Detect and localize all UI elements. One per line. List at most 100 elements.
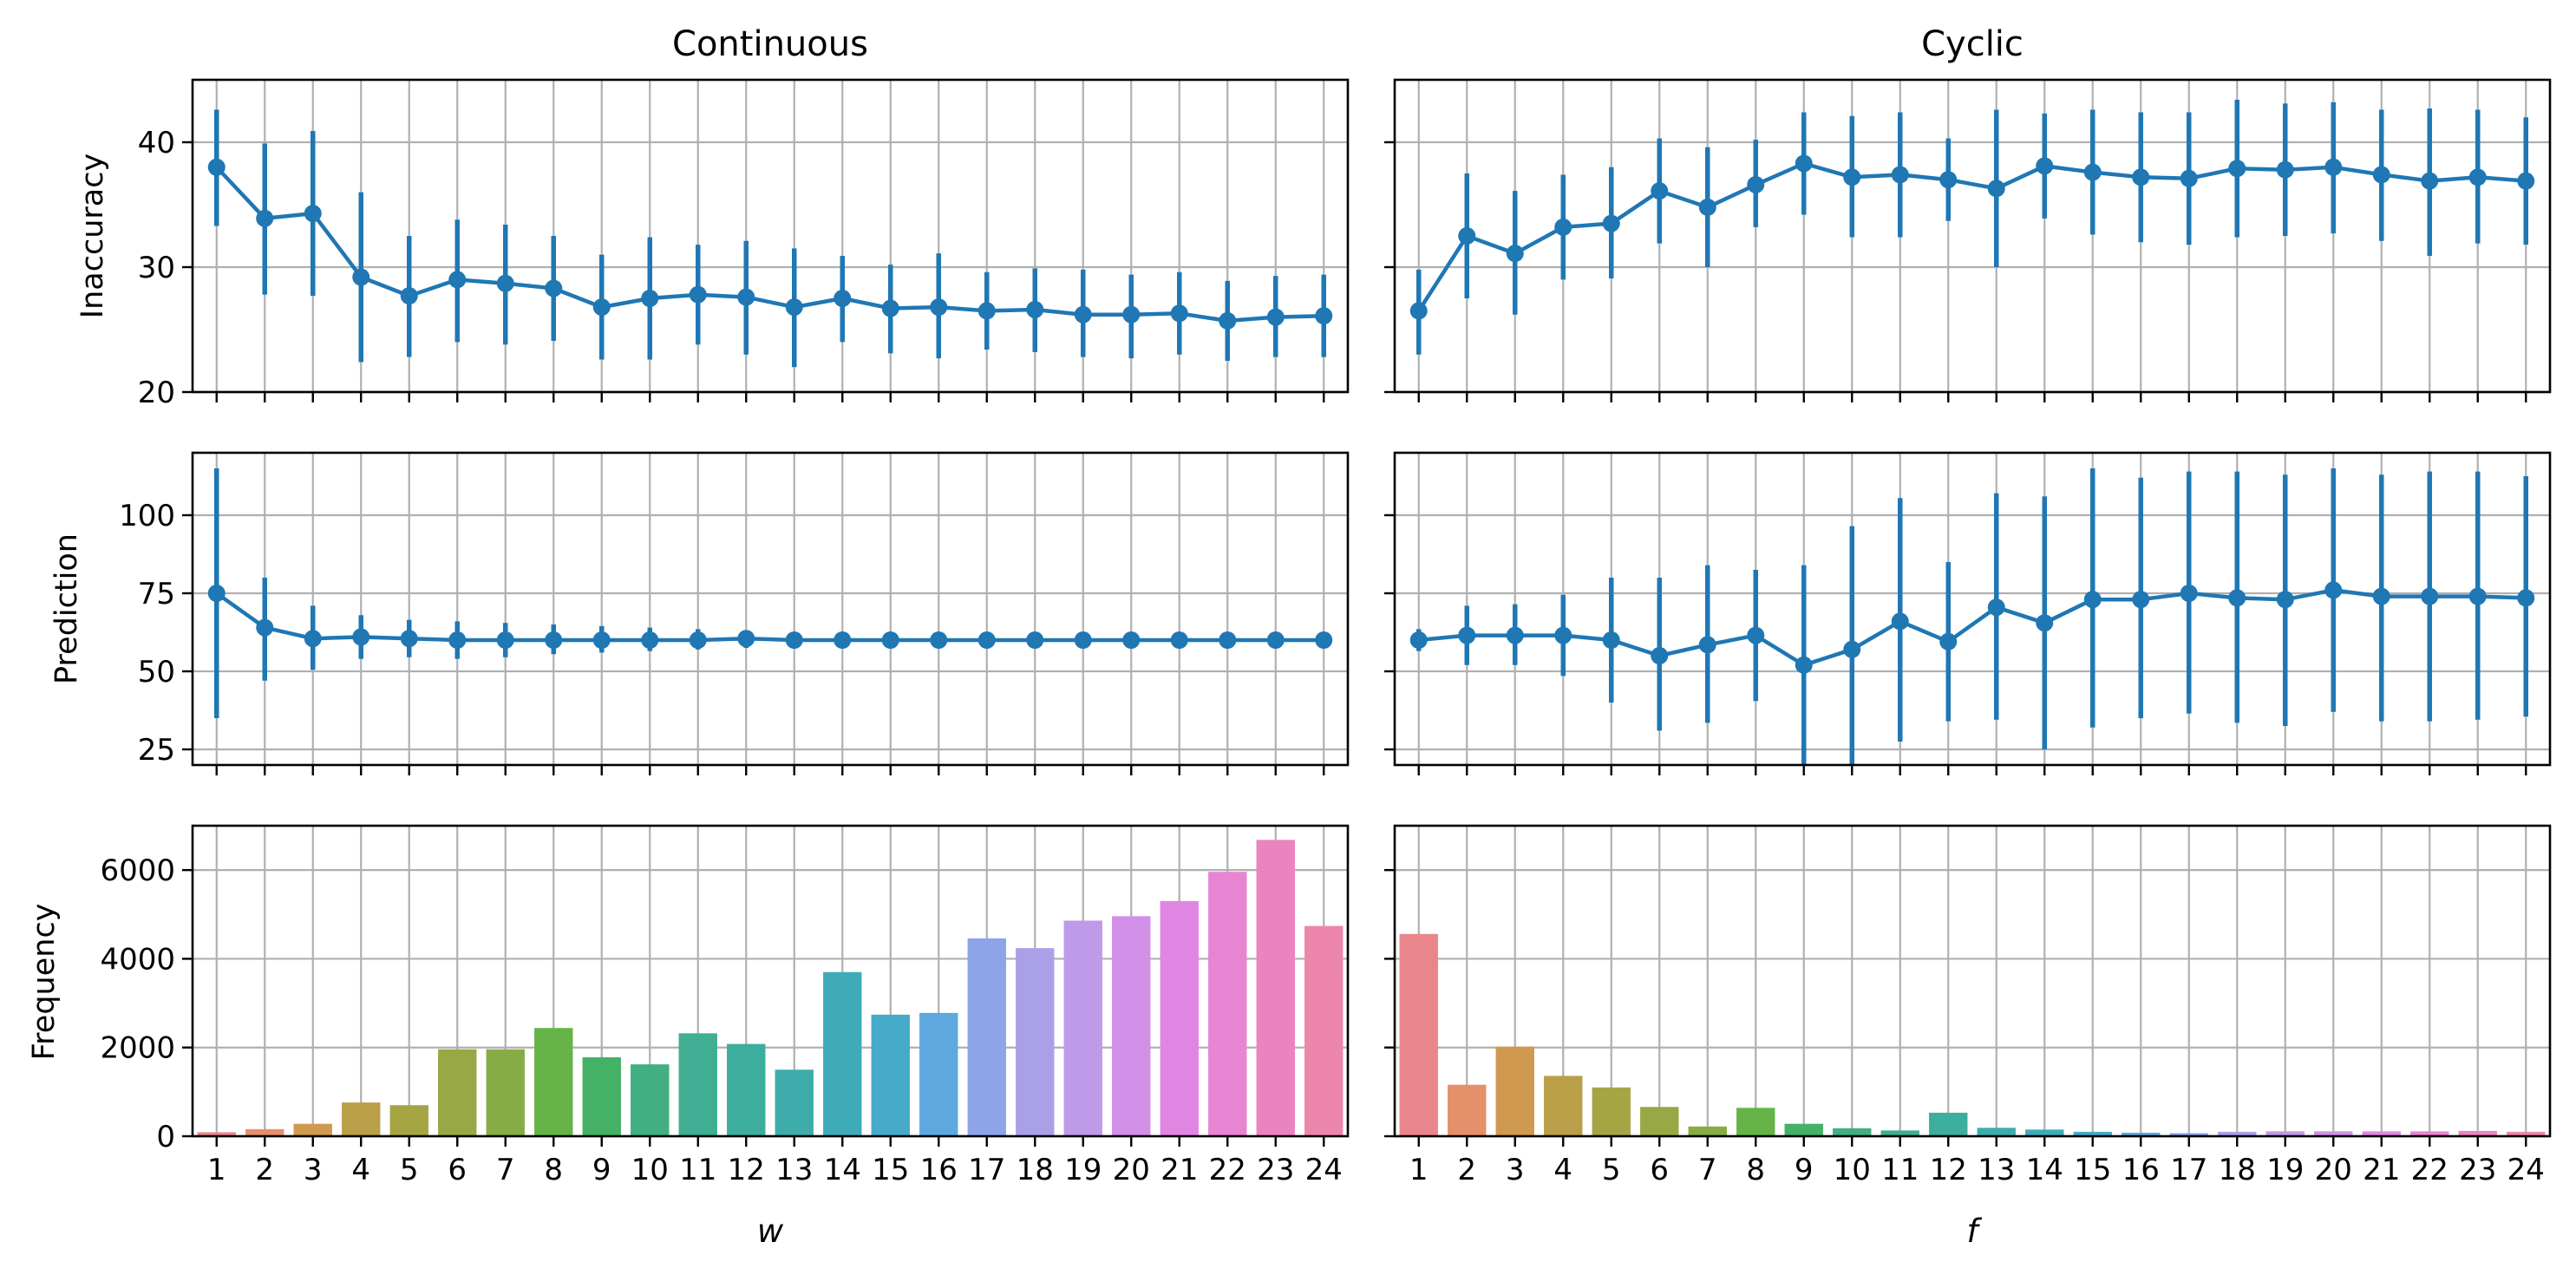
y-tick-label: 0 <box>156 1120 175 1154</box>
x-tick-label: 24 <box>2507 1153 2545 1187</box>
point-17 <box>2180 169 2198 187</box>
ylabel-prediction: Prediction <box>49 533 84 684</box>
bar-11 <box>1880 1130 1919 1136</box>
point-14 <box>2036 614 2054 632</box>
bar-2 <box>1448 1084 1487 1136</box>
series <box>207 468 1333 718</box>
xlabel-f: f <box>1966 1213 1982 1250</box>
panel-cyclic-inaccuracy: Cyclic <box>1384 24 2552 402</box>
grid <box>193 453 1348 765</box>
bar-3 <box>293 1123 332 1136</box>
panel-continuous-inaccuracy: Continuous Inaccuracy 20 30 40 <box>75 24 1350 410</box>
x-tick-label: 19 <box>1064 1153 1102 1187</box>
bar-23 <box>2458 1130 2497 1136</box>
point-2 <box>1458 626 1476 644</box>
point-4 <box>352 268 370 286</box>
y-tick-label: 40 <box>138 126 175 160</box>
axes-frame <box>191 78 1350 394</box>
grid <box>1395 453 2550 765</box>
x-tick-label: 7 <box>496 1153 515 1187</box>
bar-11 <box>678 1033 717 1136</box>
x-tick-label: 9 <box>592 1153 611 1187</box>
point-9 <box>592 631 611 649</box>
point-21 <box>2372 587 2390 605</box>
series <box>1409 468 2535 765</box>
x-tick-label: 18 <box>2219 1153 2256 1187</box>
x-tick-label: 8 <box>1746 1153 1765 1187</box>
bar-12 <box>727 1043 766 1136</box>
x-tick-label: 15 <box>872 1153 909 1187</box>
y-axis: 20 30 40 <box>138 126 193 410</box>
bar-14 <box>2025 1129 2064 1136</box>
series-line <box>1418 588 2527 668</box>
title-cyclic: Cyclic <box>1921 24 2024 64</box>
bar-13 <box>775 1069 814 1136</box>
point-7 <box>496 631 514 649</box>
x-tick-label: 14 <box>824 1153 861 1187</box>
point-16 <box>930 298 948 317</box>
x-tick-label: 20 <box>1113 1153 1150 1187</box>
point-9 <box>1795 154 1813 173</box>
point-19 <box>1074 305 1092 324</box>
x-tick-label: 3 <box>1506 1153 1525 1187</box>
point-2 <box>256 209 274 227</box>
x-tick-label: 2 <box>255 1153 274 1187</box>
point-23 <box>1266 631 1285 649</box>
point-13 <box>1987 180 2005 198</box>
point-1 <box>207 158 226 176</box>
y-tick-label: 6000 <box>100 853 175 888</box>
x-tick-label: 10 <box>1834 1153 1871 1187</box>
point-10 <box>641 631 659 649</box>
point-10 <box>1843 168 1861 186</box>
bar-15 <box>871 1014 910 1136</box>
x-tick-label: 8 <box>544 1153 563 1187</box>
point-12 <box>1939 171 1958 189</box>
bar-23 <box>1256 840 1295 1136</box>
x-tick-label: 5 <box>400 1153 419 1187</box>
x-tick-label: 17 <box>968 1153 1005 1187</box>
x-tick-label: 11 <box>679 1153 716 1187</box>
bar-9 <box>1784 1123 1823 1136</box>
y-tick-label: 50 <box>138 655 175 690</box>
point-21 <box>2372 166 2390 184</box>
point-11 <box>1891 612 1909 631</box>
point-19 <box>2276 160 2294 179</box>
title-continuous: Continuous <box>672 24 868 64</box>
plot-layer <box>1384 78 2552 402</box>
point-6 <box>1651 647 1669 664</box>
point-24 <box>2517 589 2535 607</box>
point-10 <box>641 290 659 307</box>
point-15 <box>881 631 899 649</box>
point-7 <box>1698 636 1716 654</box>
y-axis: 25 50 75 100 <box>119 499 193 768</box>
point-24 <box>2517 172 2535 190</box>
x-tick-label: 20 <box>2315 1153 2352 1187</box>
series-line <box>215 166 1324 324</box>
axes-frame <box>191 451 1350 767</box>
point-4 <box>1554 218 1572 236</box>
x-tick-label: 1 <box>207 1153 226 1187</box>
point-5 <box>400 287 418 305</box>
bar-21 <box>1160 900 1199 1136</box>
point-18 <box>1026 631 1044 649</box>
bar-24 <box>1304 925 1344 1136</box>
point-11 <box>689 631 707 649</box>
point-15 <box>2083 591 2102 609</box>
point-8 <box>1747 175 1765 193</box>
point-10 <box>1843 640 1861 658</box>
point-3 <box>1506 245 1524 263</box>
x-tick-label: 13 <box>1978 1153 2015 1187</box>
point-18 <box>1026 300 1044 318</box>
point-15 <box>2083 163 2102 181</box>
x-tick-label: 15 <box>2074 1153 2111 1187</box>
x-tick-label: 11 <box>1881 1153 1919 1187</box>
point-12 <box>737 288 755 306</box>
panel-cyclic-frequency: f 1 2 3 4 5 6 7 8 9 10 11 12 13 14 15 16 17 18 19 20 21 22 23 2… <box>1384 824 2552 1250</box>
bar-2 <box>245 1128 284 1136</box>
bar-3 <box>1495 1046 1534 1136</box>
point-3 <box>304 205 322 223</box>
panel-cyclic-prediction <box>1384 451 2552 775</box>
bar-4 <box>342 1102 381 1136</box>
bar-17 <box>2169 1133 2208 1136</box>
